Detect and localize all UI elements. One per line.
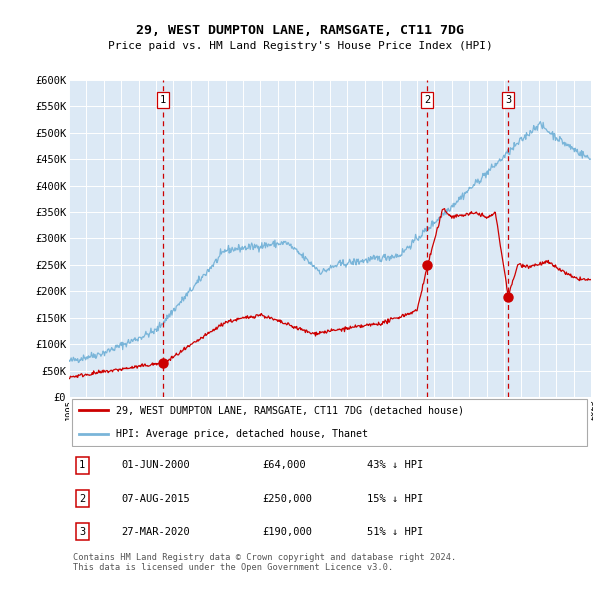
Text: 51% ↓ HPI: 51% ↓ HPI — [367, 527, 423, 537]
Text: 29, WEST DUMPTON LANE, RAMSGATE, CT11 7DG: 29, WEST DUMPTON LANE, RAMSGATE, CT11 7D… — [136, 24, 464, 37]
Text: 27-MAR-2020: 27-MAR-2020 — [121, 527, 190, 537]
Text: 29, WEST DUMPTON LANE, RAMSGATE, CT11 7DG (detached house): 29, WEST DUMPTON LANE, RAMSGATE, CT11 7D… — [116, 405, 464, 415]
Text: £64,000: £64,000 — [262, 460, 306, 470]
Text: 07-AUG-2015: 07-AUG-2015 — [121, 494, 190, 504]
Text: 1: 1 — [79, 460, 85, 470]
Text: 43% ↓ HPI: 43% ↓ HPI — [367, 460, 423, 470]
Text: 2: 2 — [79, 494, 85, 504]
Text: Contains HM Land Registry data © Crown copyright and database right 2024.
This d: Contains HM Land Registry data © Crown c… — [73, 553, 457, 572]
Text: 01-JUN-2000: 01-JUN-2000 — [121, 460, 190, 470]
Text: 2: 2 — [424, 96, 431, 105]
Text: £250,000: £250,000 — [262, 494, 312, 504]
Text: 15% ↓ HPI: 15% ↓ HPI — [367, 494, 423, 504]
Text: 3: 3 — [79, 527, 85, 537]
Text: £190,000: £190,000 — [262, 527, 312, 537]
Text: Price paid vs. HM Land Registry's House Price Index (HPI): Price paid vs. HM Land Registry's House … — [107, 41, 493, 51]
Text: HPI: Average price, detached house, Thanet: HPI: Average price, detached house, Than… — [116, 430, 368, 440]
FancyBboxPatch shape — [71, 399, 587, 446]
Text: 3: 3 — [505, 96, 511, 105]
Text: 1: 1 — [160, 96, 166, 105]
